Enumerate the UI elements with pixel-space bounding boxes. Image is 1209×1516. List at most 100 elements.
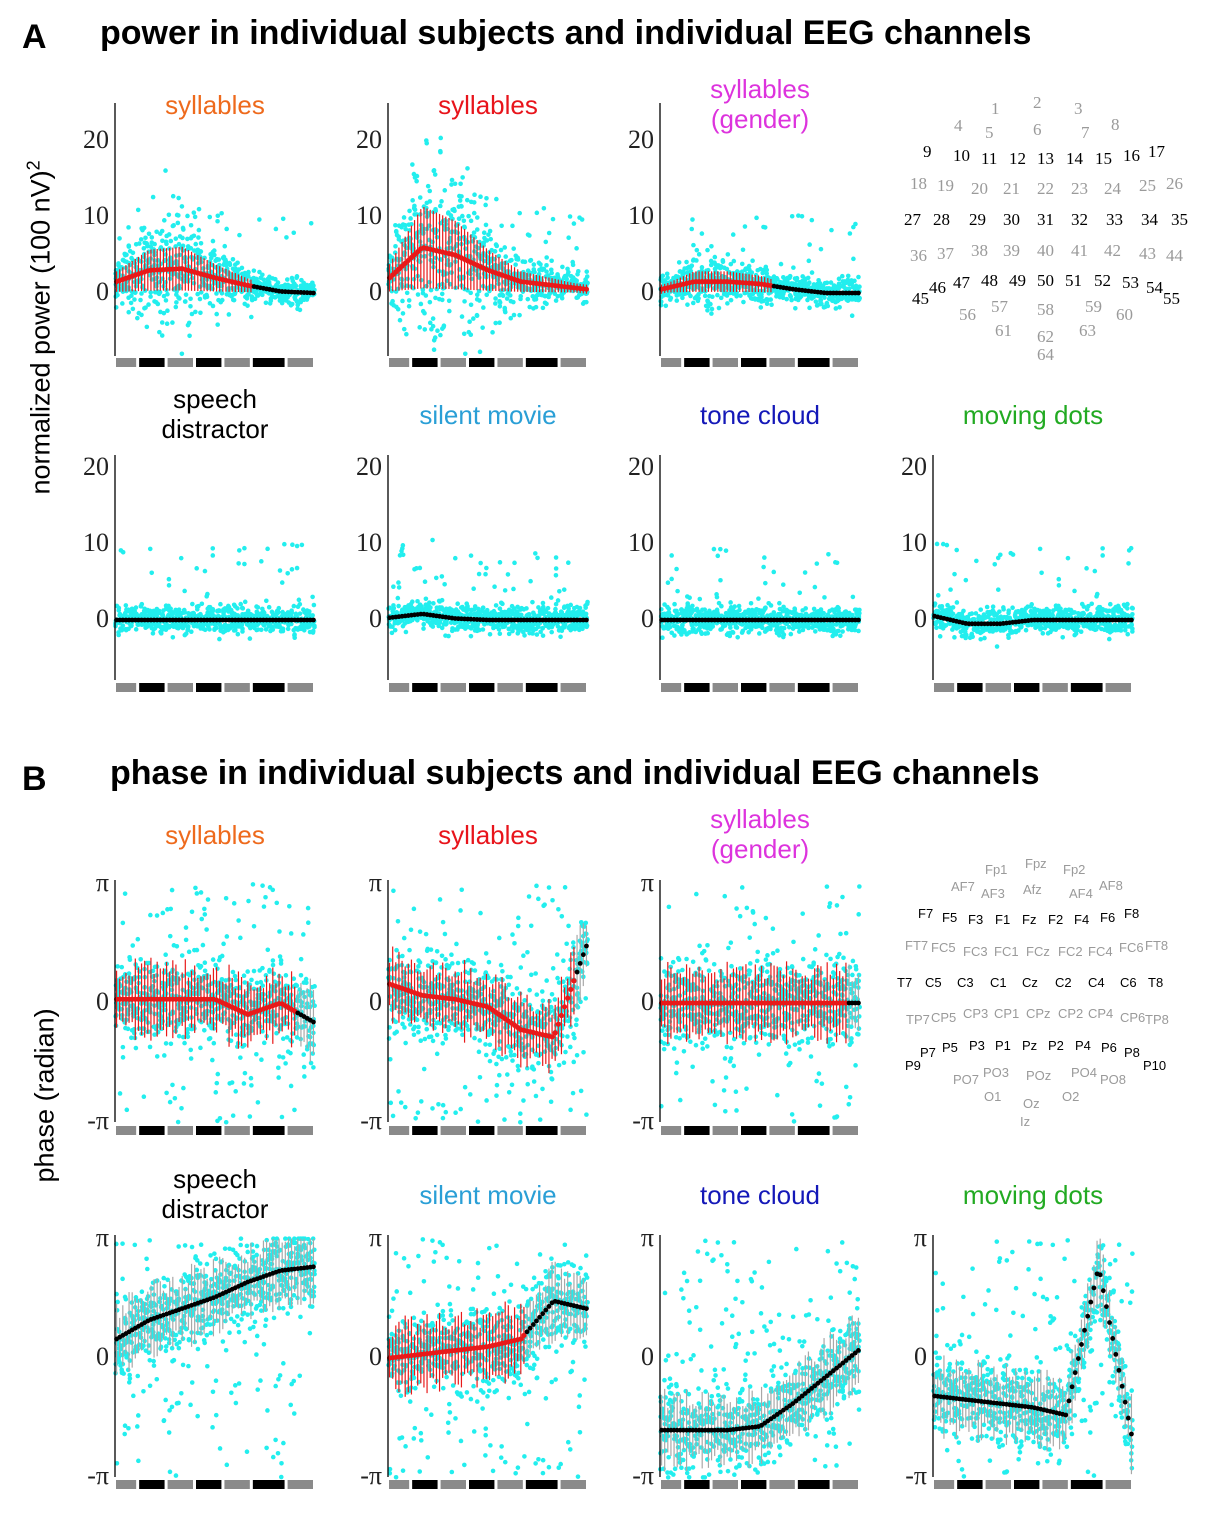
subject-point bbox=[483, 613, 488, 619]
subject-point bbox=[471, 607, 477, 612]
subject-point bbox=[403, 222, 408, 228]
subject-point bbox=[290, 542, 295, 548]
subject-point bbox=[432, 335, 438, 340]
subject-point bbox=[455, 601, 460, 607]
subject-point bbox=[468, 332, 474, 338]
subject-point bbox=[480, 605, 486, 611]
channel-region-bar bbox=[116, 358, 137, 367]
subject-point bbox=[148, 294, 153, 299]
subject-point bbox=[161, 310, 167, 316]
channel-region-bar bbox=[684, 358, 710, 367]
subject-point bbox=[494, 196, 499, 202]
subject-point bbox=[717, 265, 723, 271]
subject-point bbox=[708, 258, 714, 264]
subject-point bbox=[159, 611, 165, 617]
subject-point bbox=[219, 297, 225, 303]
subject-point bbox=[143, 235, 148, 241]
subject-point bbox=[540, 626, 545, 631]
subject-point bbox=[724, 266, 730, 272]
subject-point bbox=[817, 301, 823, 307]
channel-region-bar bbox=[287, 683, 313, 692]
subject-point bbox=[173, 304, 179, 310]
subject-point bbox=[430, 316, 436, 321]
subject-point bbox=[417, 565, 423, 571]
subject-point bbox=[558, 609, 564, 614]
subject-point bbox=[553, 566, 559, 571]
subject-point bbox=[517, 312, 522, 318]
subject-point bbox=[849, 313, 855, 319]
subject-point bbox=[236, 548, 242, 553]
subject-point bbox=[294, 543, 300, 549]
subject-point bbox=[116, 608, 122, 613]
subject-point bbox=[805, 282, 811, 287]
subject-point bbox=[728, 261, 734, 267]
subject-point bbox=[182, 610, 188, 615]
subject-point bbox=[289, 608, 294, 613]
subject-point bbox=[517, 210, 522, 216]
subject-point bbox=[517, 612, 523, 618]
subject-point bbox=[718, 295, 724, 301]
subject-point bbox=[696, 252, 702, 257]
subject-point bbox=[507, 293, 513, 298]
subject-point bbox=[159, 228, 165, 234]
subject-point bbox=[444, 271, 449, 276]
subject-point bbox=[263, 300, 269, 306]
subject-point bbox=[214, 291, 219, 296]
subject-point bbox=[458, 181, 463, 187]
subject-point bbox=[129, 255, 134, 261]
subject-point bbox=[442, 188, 448, 193]
subject-point bbox=[497, 303, 503, 309]
subject-point bbox=[390, 608, 395, 614]
subject-point bbox=[738, 293, 743, 298]
subject-point bbox=[126, 243, 132, 248]
subject-point bbox=[540, 267, 545, 273]
subject-point bbox=[417, 239, 423, 244]
subject-point bbox=[460, 175, 465, 180]
subject-point bbox=[544, 269, 549, 274]
subject-point bbox=[690, 300, 696, 306]
subject-point bbox=[464, 601, 470, 606]
subject-point bbox=[198, 310, 203, 316]
channel-region-bar bbox=[661, 358, 682, 367]
subject-point bbox=[166, 583, 172, 588]
subject-point bbox=[675, 588, 680, 594]
channel-region-bar bbox=[196, 683, 222, 692]
subject-point bbox=[458, 203, 464, 209]
subject-point bbox=[748, 627, 754, 632]
subject-point bbox=[701, 623, 707, 629]
subject-point bbox=[242, 561, 247, 567]
subject-point bbox=[478, 560, 483, 566]
subject-point bbox=[199, 601, 205, 607]
subject-point bbox=[148, 290, 154, 295]
subject-point bbox=[677, 292, 683, 297]
subject-point bbox=[840, 283, 846, 289]
subject-point bbox=[527, 270, 533, 276]
subject-point bbox=[285, 570, 290, 576]
subject-point bbox=[185, 623, 191, 629]
subject-point bbox=[146, 302, 151, 307]
subject-point bbox=[133, 283, 139, 289]
subject-point bbox=[791, 265, 796, 270]
subject-point bbox=[297, 601, 303, 607]
subject-point bbox=[515, 255, 520, 260]
subject-point bbox=[407, 208, 412, 214]
subject-point bbox=[294, 565, 300, 571]
subject-point bbox=[730, 629, 735, 635]
subject-point bbox=[658, 298, 663, 304]
subject-point bbox=[401, 215, 407, 220]
subject-point bbox=[677, 629, 682, 635]
subject-point bbox=[186, 611, 191, 616]
subject-point bbox=[511, 312, 517, 318]
subject-point bbox=[438, 203, 443, 209]
subject-point bbox=[447, 245, 453, 251]
panel-plot bbox=[386, 103, 590, 367]
y-tick-label: 10 bbox=[628, 201, 654, 230]
subject-point bbox=[496, 253, 502, 259]
subject-point bbox=[159, 333, 165, 338]
subject-point bbox=[818, 246, 824, 252]
subject-point bbox=[244, 296, 250, 301]
subject-point bbox=[138, 237, 144, 242]
subject-point bbox=[432, 172, 438, 177]
panel-title: syllables (gender) bbox=[640, 74, 880, 134]
subject-point bbox=[476, 571, 482, 577]
